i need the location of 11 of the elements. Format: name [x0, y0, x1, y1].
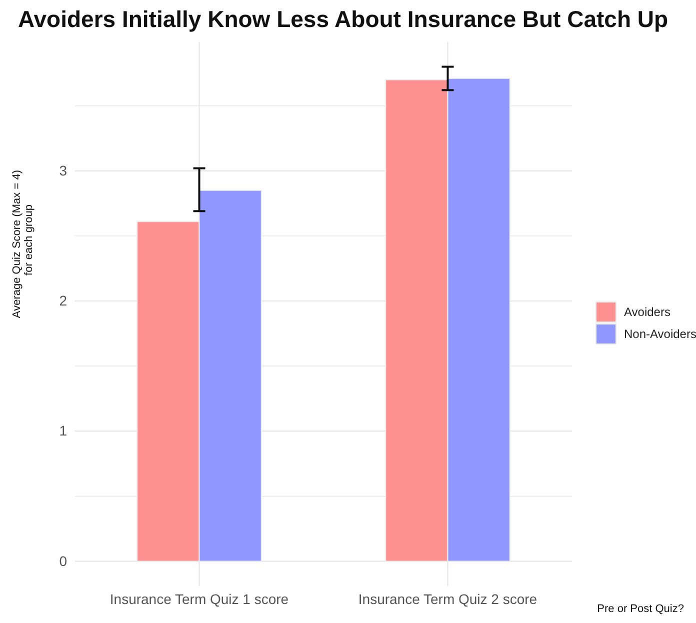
legend-label: Avoiders — [624, 305, 670, 319]
chart-title: Avoiders Initially Know Less About Insurance But Catch Up — [18, 6, 668, 32]
x-axis-title: Pre or Post Quiz? — [597, 603, 684, 615]
legend-label: Non-Avoiders — [624, 327, 696, 341]
y-tick-label: 1 — [59, 422, 68, 439]
x-tick-label: Insurance Term Quiz 2 score — [358, 590, 538, 607]
y-tick-label: 3 — [59, 162, 68, 178]
y-tick-label: 0 — [59, 552, 68, 569]
y-tick-label: 2 — [59, 292, 68, 308]
x-tick-label: Insurance Term Quiz 1 score — [110, 590, 289, 607]
y-axis-title: Average Quiz Score (Max = 4) for each group — [11, 170, 35, 318]
